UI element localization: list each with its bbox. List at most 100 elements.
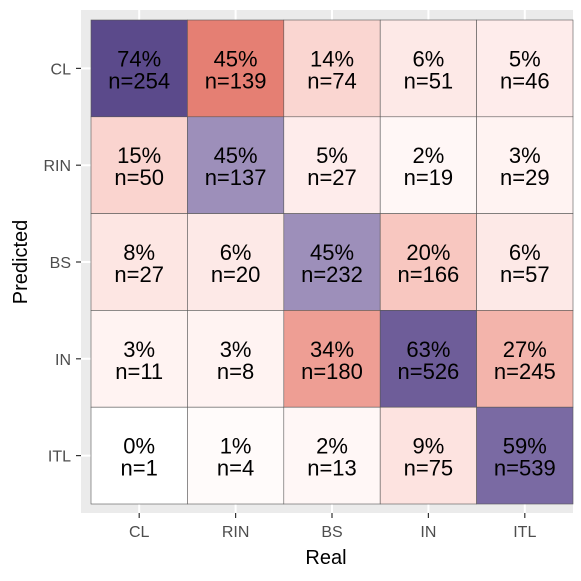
heatmap-cell: 3%n=11: [90, 310, 188, 408]
x-tick-label: BS: [321, 524, 342, 541]
x-tick-label: IN: [420, 524, 436, 541]
cell-count-label: n=526: [398, 359, 460, 384]
y-axis-ticks: CL RIN BS IN ITL: [43, 61, 81, 466]
cell-percent-label: 8%: [123, 240, 155, 265]
cell-percent-label: 3%: [123, 337, 155, 362]
cell-count-label: n=50: [114, 165, 164, 190]
heatmap-cell: 6%n=51: [379, 19, 477, 118]
cell-tile: [187, 19, 285, 118]
cell-percent-label: 15%: [117, 143, 161, 168]
cell-percent-label: 45%: [310, 240, 354, 265]
cell-tile: [476, 406, 574, 505]
heatmap-cell: 2%n=13: [283, 406, 381, 505]
heatmap-cell: 0%n=1: [90, 406, 188, 505]
cell-percent-label: 63%: [406, 337, 450, 362]
cell-percent-label: 2%: [413, 143, 445, 168]
cell-count-label: n=8: [217, 359, 254, 384]
cell-percent-label: 6%: [413, 46, 445, 71]
cell-count-label: n=29: [500, 165, 550, 190]
x-tick-label: ITL: [513, 524, 536, 541]
cell-count-label: n=46: [500, 68, 550, 93]
cell-count-label: n=539: [494, 456, 556, 481]
cell-percent-label: 74%: [117, 46, 161, 71]
cell-count-label: n=27: [307, 165, 357, 190]
cell-tile: [379, 213, 477, 311]
cell-percent-label: 59%: [503, 434, 547, 459]
heatmap-cell: 3%n=29: [476, 116, 574, 214]
cell-count-label: n=1: [121, 456, 158, 481]
heatmap-cell: 1%n=4: [187, 406, 285, 505]
x-tick-label: CL: [129, 524, 150, 541]
cell-tile: [379, 310, 477, 408]
heatmap-cell: 15%n=50: [90, 116, 188, 214]
cell-count-label: n=74: [307, 68, 357, 93]
heatmap-cell: 45%n=139: [187, 19, 285, 118]
heatmap-cells: 74%n=25445%n=13914%n=746%n=515%n=4615%n=…: [90, 19, 574, 505]
cell-count-label: n=19: [404, 165, 454, 190]
heatmap-cell: 2%n=19: [379, 116, 477, 214]
cell-count-label: n=4: [217, 456, 254, 481]
heatmap-cell: 59%n=539: [476, 406, 574, 505]
cell-percent-label: 45%: [214, 143, 258, 168]
cell-tile: [476, 213, 574, 311]
heatmap-cell: 34%n=180: [283, 310, 381, 408]
heatmap-cell: 27%n=245: [476, 310, 574, 408]
cell-percent-label: 3%: [509, 143, 541, 168]
cell-tile: [90, 213, 188, 311]
cell-percent-label: 5%: [509, 46, 541, 71]
cell-tile: [187, 213, 285, 311]
cell-percent-label: 34%: [310, 337, 354, 362]
heatmap-cell: 14%n=74: [283, 19, 381, 118]
cell-tile: [90, 406, 188, 505]
cell-tile: [90, 116, 188, 214]
cell-percent-label: 5%: [316, 143, 348, 168]
cell-tile: [283, 116, 381, 214]
cell-tile: [379, 406, 477, 505]
cell-count-label: n=75: [404, 456, 454, 481]
heatmap-cell: 5%n=46: [476, 19, 574, 118]
cell-count-label: n=137: [205, 165, 267, 190]
heatmap-cell: 20%n=166: [379, 213, 477, 311]
cell-percent-label: 6%: [220, 240, 252, 265]
y-axis-title: Predicted: [10, 220, 32, 305]
cell-tile: [283, 406, 381, 505]
y-tick-label: BS: [50, 255, 71, 272]
cell-tile: [283, 19, 381, 118]
cell-percent-label: 9%: [413, 434, 445, 459]
cell-percent-label: 14%: [310, 46, 354, 71]
cell-count-label: n=254: [108, 68, 170, 93]
cell-count-label: n=11: [115, 359, 163, 384]
x-axis-title: Real: [305, 547, 346, 569]
cell-count-label: n=166: [398, 262, 460, 287]
cell-count-label: n=13: [307, 456, 357, 481]
cell-percent-label: 2%: [316, 434, 348, 459]
cell-tile: [187, 406, 285, 505]
heatmap-cell: 8%n=27: [90, 213, 188, 311]
y-tick-label: ITL: [48, 449, 71, 466]
cell-tile: [476, 310, 574, 408]
cell-percent-label: 1%: [220, 434, 252, 459]
cell-count-label: n=232: [301, 262, 363, 287]
heatmap-cell: 74%n=254: [90, 19, 188, 118]
cell-tile: [90, 310, 188, 408]
cell-count-label: n=51: [404, 68, 454, 93]
cell-percent-label: 45%: [214, 46, 258, 71]
heatmap-cell: 3%n=8: [187, 310, 285, 408]
cell-tile: [283, 310, 381, 408]
x-axis-ticks: CL RIN BS IN ITL: [129, 513, 536, 541]
cell-tile: [283, 213, 381, 311]
cell-percent-label: 27%: [503, 337, 547, 362]
heatmap-cell: 9%n=75: [379, 406, 477, 505]
cell-count-label: n=27: [114, 262, 164, 287]
y-tick-label: RIN: [43, 158, 71, 175]
cell-count-label: n=245: [494, 359, 556, 384]
heatmap-cell: 6%n=57: [476, 213, 574, 311]
cell-percent-label: 20%: [406, 240, 450, 265]
cell-tile: [187, 116, 285, 214]
cell-count-label: n=180: [301, 359, 363, 384]
x-tick-label: RIN: [222, 524, 250, 541]
heatmap-cell: 45%n=137: [187, 116, 285, 214]
cell-tile: [476, 116, 574, 214]
cell-tile: [187, 310, 285, 408]
